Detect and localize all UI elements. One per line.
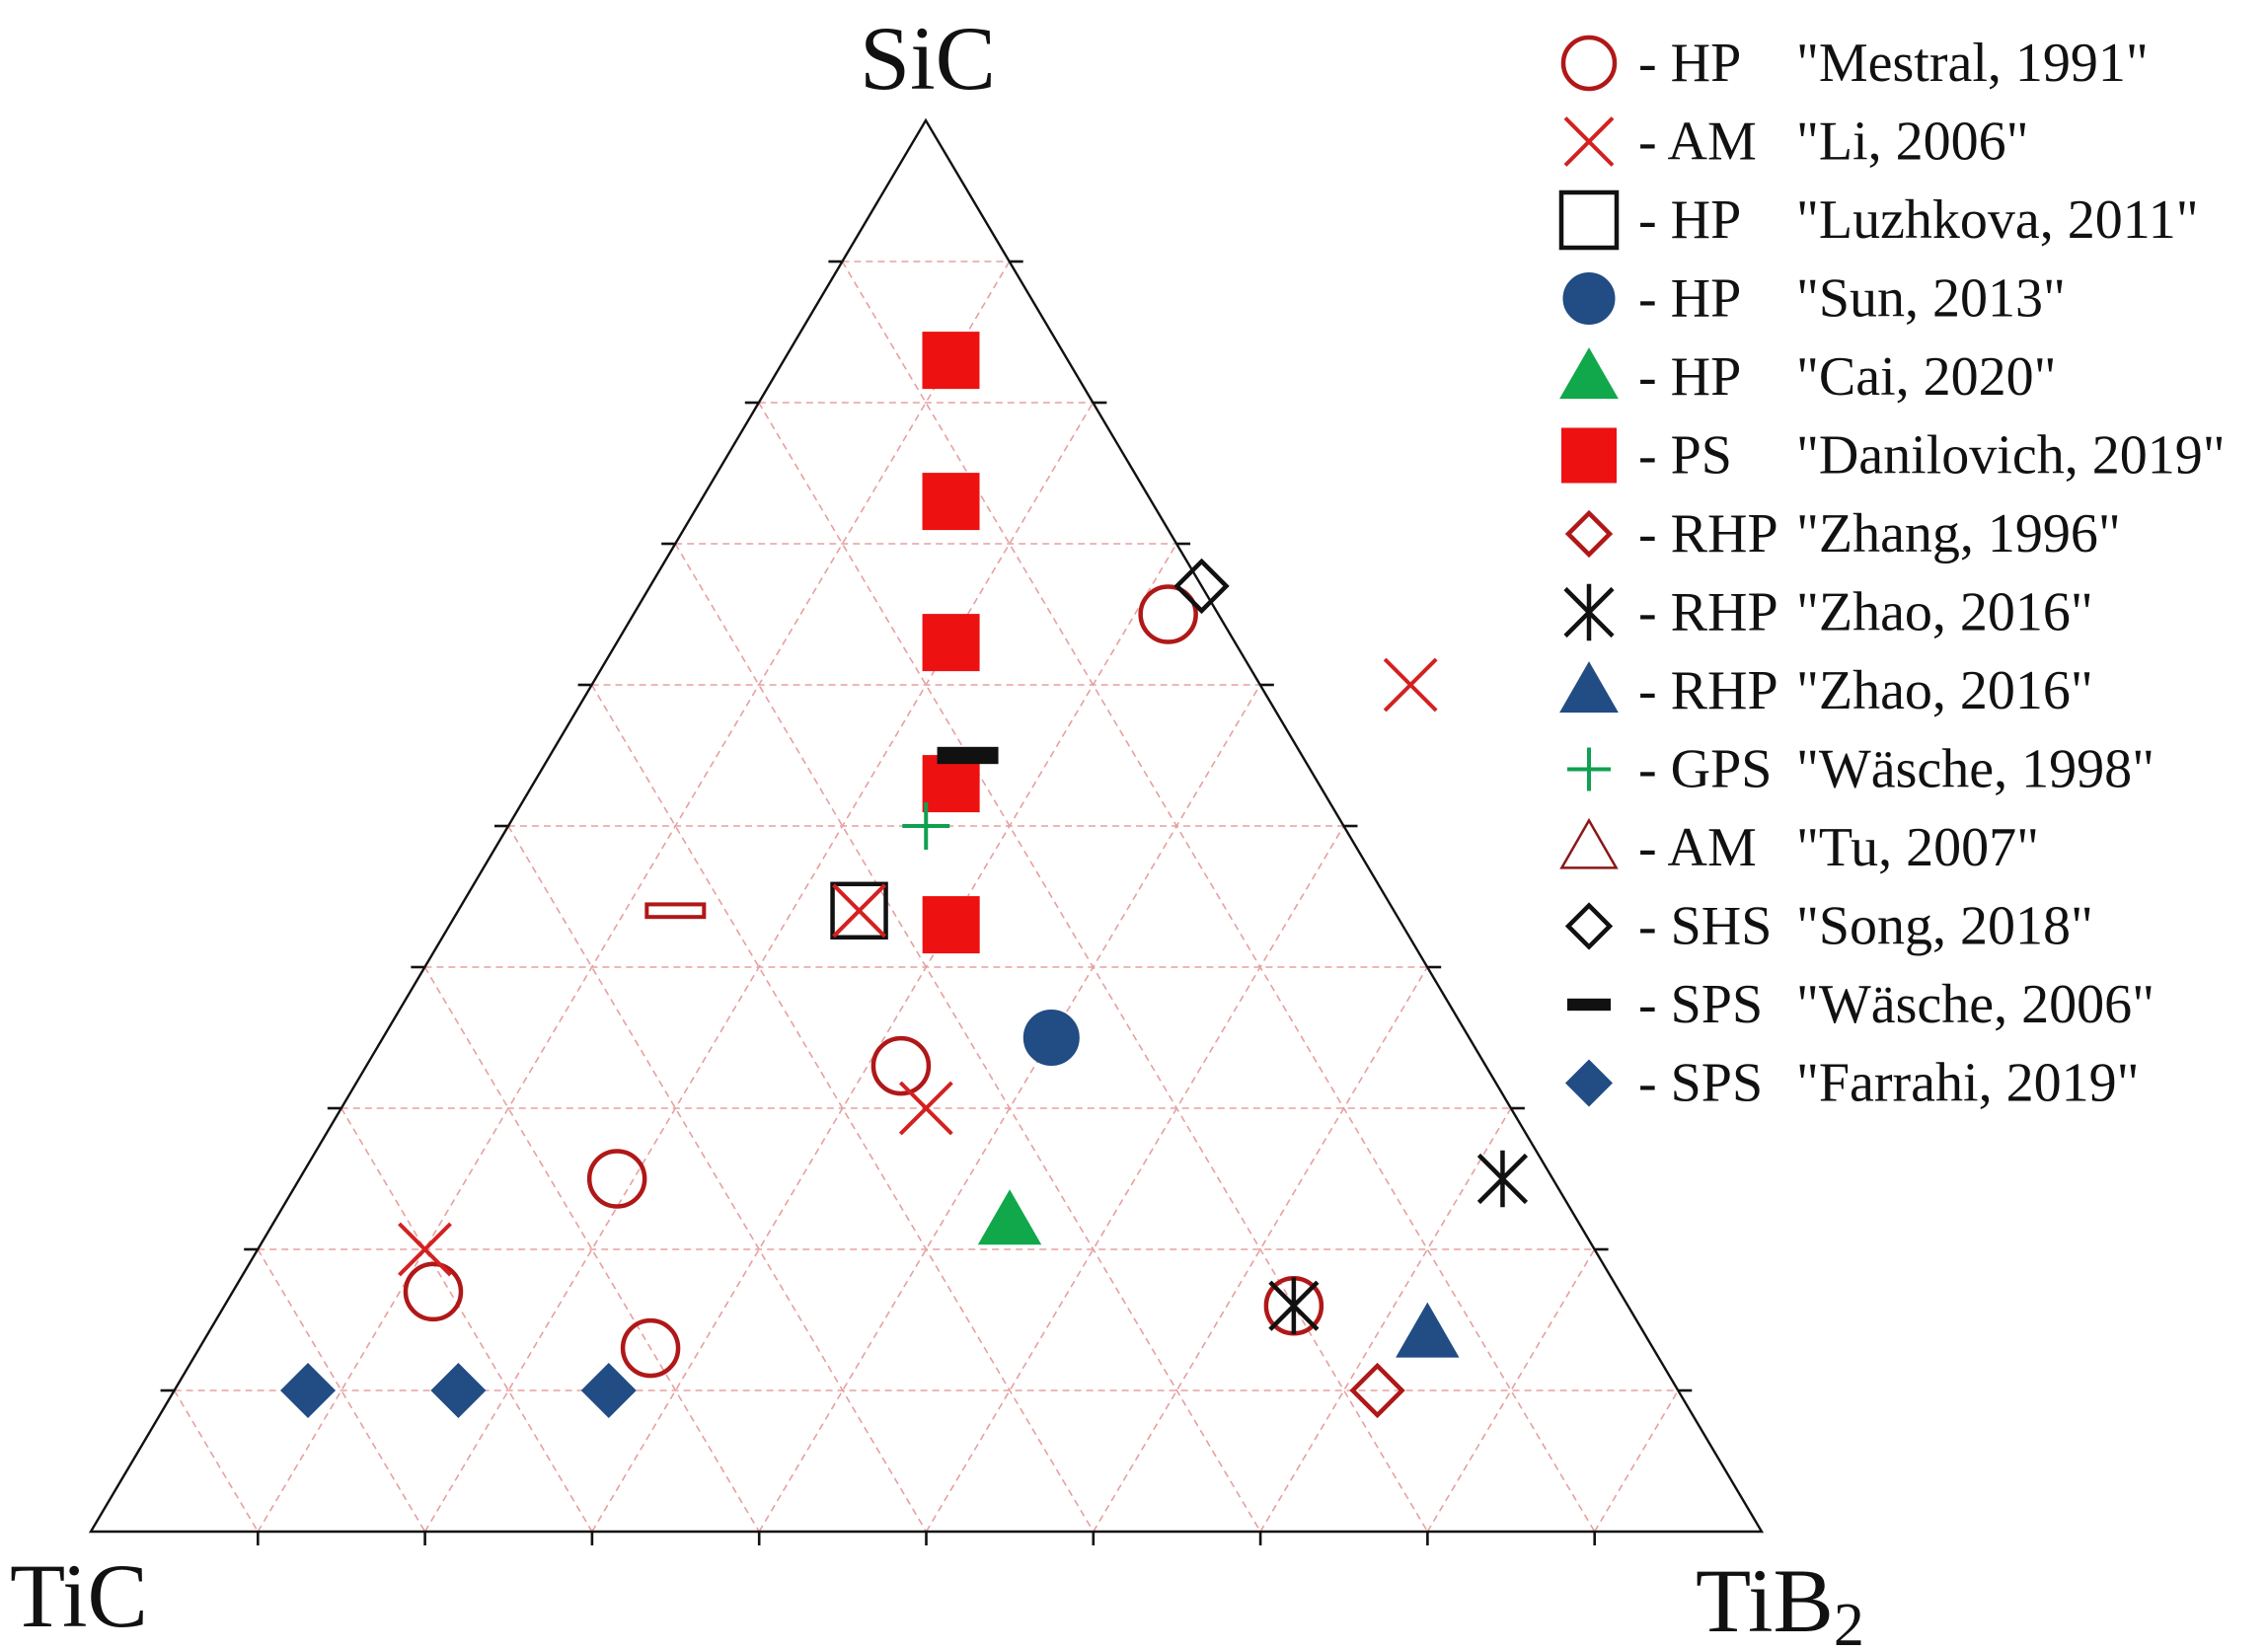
legend-marker-am-10: [1559, 817, 1619, 869]
data-point-hp-0: [620, 1317, 681, 1379]
legend-method-12: - SPS: [1638, 974, 1763, 1035]
grid-line-tib2: [1093, 966, 1428, 1533]
legend-marker-hp-4: [1559, 347, 1619, 400]
data-point-ps-5: [922, 755, 980, 813]
data-point-hp-0: [1138, 584, 1198, 644]
legend-method-9: - GPS: [1638, 739, 1772, 800]
legend-method-2: - HP: [1638, 189, 1741, 251]
legend-marker-hp-0: [1560, 35, 1618, 92]
data-point-hp-0: [586, 1149, 647, 1209]
grid-line-tib2: [925, 825, 1345, 1533]
vertex-label-left: TiC: [10, 1545, 148, 1646]
grid-line-tic: [423, 966, 760, 1533]
legend-marker-am-1: [1563, 116, 1615, 167]
legend-method-8: - RHP: [1638, 660, 1778, 721]
data-point-sps-13: [430, 1363, 487, 1418]
data-point-hp-2: [830, 881, 888, 940]
legend-ref-13: "Farrahi, 2019": [1796, 1053, 2139, 1114]
grid-layer: [173, 261, 1679, 1533]
data-point-hp-0: [403, 1261, 464, 1322]
data-point-gps-9: [902, 802, 950, 850]
legend-ref-10: "Tu, 2007": [1796, 817, 2039, 878]
data-point-ps-5: [922, 614, 980, 672]
legend-method-13: - SPS: [1638, 1053, 1763, 1114]
grid-line-tib2: [1426, 1248, 1596, 1533]
legend-method-4: - HP: [1638, 346, 1741, 408]
grid-line-tic: [590, 684, 1095, 1533]
axis-ticks: [160, 260, 1693, 1545]
data-point-sps-12: [937, 746, 999, 765]
legend-ref-2: "Luzhkova, 2011": [1796, 189, 2199, 251]
grid-line-tic: [841, 261, 1596, 1533]
legend-marker-rhp-8: [1559, 661, 1619, 713]
legend-ref-11: "Song, 2018": [1796, 896, 2093, 957]
legend-method-5: - PS: [1638, 425, 1732, 487]
legend-marker-shs-11: [1564, 902, 1614, 950]
data-point-sps-13: [580, 1363, 637, 1418]
data-point-ps-5: [922, 332, 980, 390]
legend-ref-9: "Wäsche, 1998": [1796, 739, 2155, 800]
data-point-rhp-8: [1396, 1302, 1460, 1358]
legend: - HP "Mestral, 1991" - AM "Li, 2006" - HP "Lu…: [1558, 33, 2226, 1114]
vertex-label-right-main: TiB: [1696, 1550, 1834, 1651]
legend-marker-rhp-6: [1564, 509, 1614, 559]
grid-line-tib2: [591, 543, 1177, 1533]
grid-line-tib2: [1259, 1107, 1512, 1533]
legend-marker-gps-9: [1567, 747, 1611, 791]
legend-ref-4: "Cai, 2020": [1796, 346, 2056, 408]
data-point-ps-5: [922, 896, 980, 954]
data-point-ps-5: [922, 473, 980, 531]
data-point-sps-13: [280, 1363, 337, 1418]
legend-marker-ps-5: [1561, 427, 1617, 484]
grid-line-tib2: [257, 261, 1011, 1533]
grid-line-tic: [173, 1389, 259, 1533]
grid-line-tic: [507, 825, 928, 1533]
legend-marker-sps-12: [1567, 998, 1611, 1012]
vertex-label-top: SiC: [860, 8, 996, 109]
legend-method-11: - SHS: [1638, 896, 1772, 957]
legend-marker-rhp-7: [1563, 583, 1615, 641]
legend-method-6: - RHP: [1638, 503, 1778, 564]
grid-line-tic: [340, 1107, 593, 1533]
data-point-rhp-7: [1476, 1150, 1529, 1208]
legend-marker-hp-3: [1562, 272, 1616, 325]
data-point-unlabeled-14: [644, 902, 707, 920]
grid-line-tic: [674, 543, 1261, 1533]
data-point-am-1: [398, 1222, 452, 1277]
data-point-rhp-7: [1268, 1277, 1320, 1334]
data-point-hp-3: [1022, 1010, 1080, 1066]
data-point-am-1: [832, 883, 886, 938]
data-point-rhp-6: [1349, 1362, 1405, 1419]
legend-ref-3: "Sun, 2013": [1796, 268, 2066, 330]
legend-ref-1: "Li, 2006": [1796, 112, 2028, 173]
legend-method-10: - AM: [1638, 817, 1757, 878]
data-point-am-1: [1383, 657, 1438, 713]
legend-method-0: - HP: [1638, 33, 1741, 94]
legend-method-1: - AM: [1638, 112, 1757, 173]
data-point-am-1: [898, 1081, 953, 1136]
legend-ref-5: "Danilovich, 2019": [1796, 425, 2226, 487]
vertex-label-right-sub: 2: [1834, 1592, 1864, 1651]
data-point-shs-11: [1173, 558, 1230, 615]
vertex-label-right: TiB2: [1696, 1550, 1864, 1651]
legend-marker-hp-2: [1558, 189, 1620, 251]
data-points: [280, 332, 1529, 1419]
data-point-hp-4: [977, 1189, 1042, 1245]
legend-ref-12: "Wäsche, 2006": [1796, 974, 2155, 1035]
legend-marker-sps-13: [1565, 1059, 1613, 1107]
grid-line-tib2: [1594, 1389, 1679, 1533]
grid-line-tic: [257, 1248, 426, 1533]
legend-method-3: - HP: [1638, 268, 1741, 330]
legend-ref-7: "Zhao, 2016": [1796, 582, 2093, 643]
legend-method-7: - RHP: [1638, 582, 1778, 643]
data-point-hp-0: [870, 1035, 932, 1096]
legend-ref-0: "Mestral, 1991": [1796, 33, 2149, 94]
legend-ref-8: "Zhao, 2016": [1796, 660, 2093, 721]
legend-ref-6: "Zhang, 1996": [1796, 503, 2121, 564]
